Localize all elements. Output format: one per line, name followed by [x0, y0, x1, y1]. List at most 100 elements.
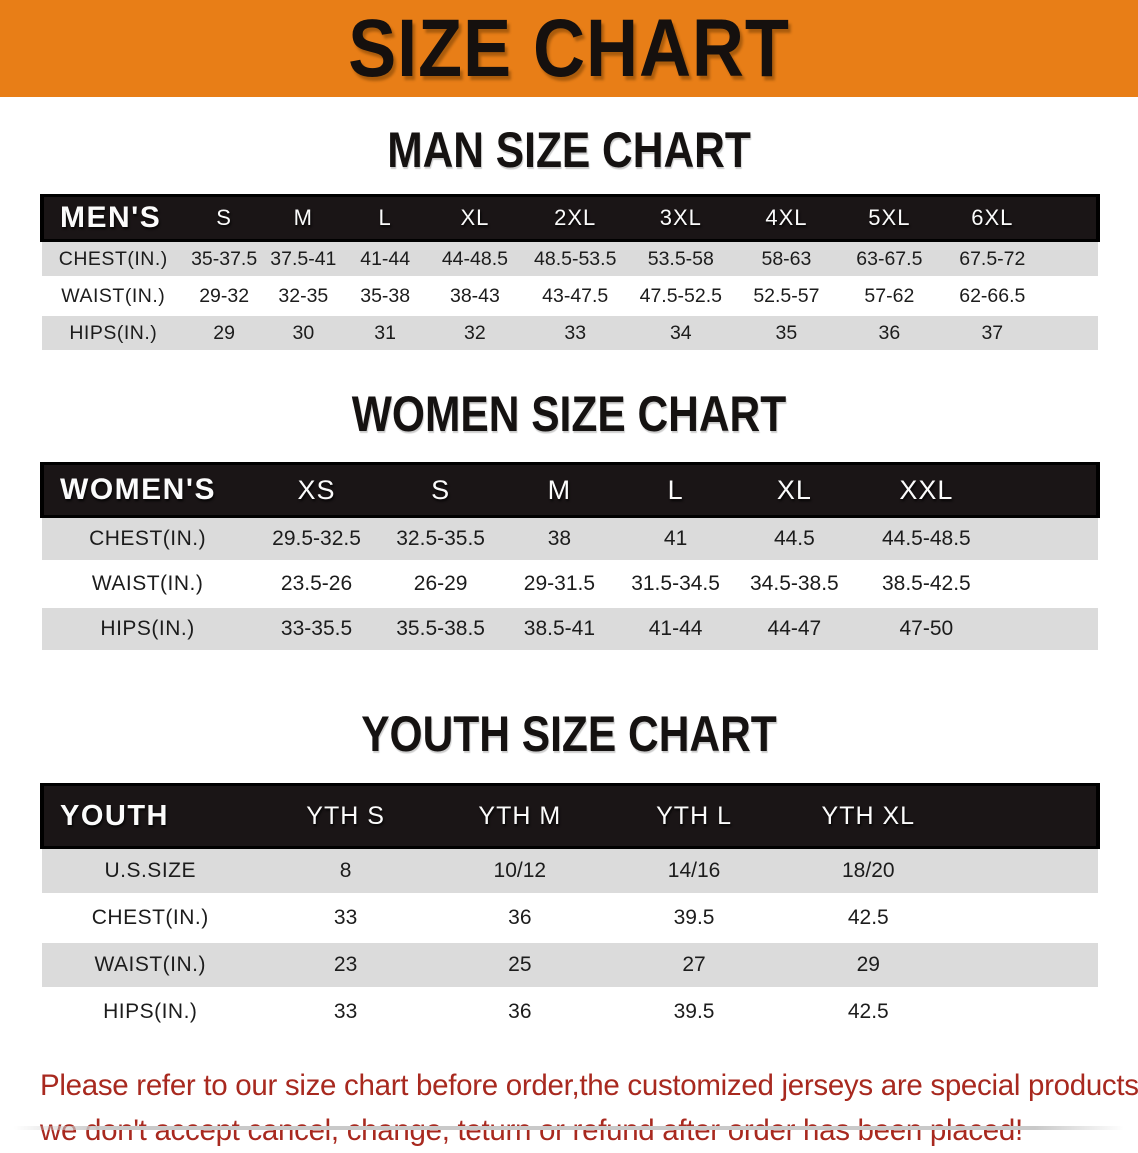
men-table-container: MEN'S S M L XL 2XL 3XL 4XL 5XL 6XL CHEST(IN.) 35-37… [0, 194, 1138, 353]
measurement-value: 41-44 [342, 240, 428, 279]
size-column-header: 5XL [839, 194, 940, 242]
measurement-value: 44-47 [733, 606, 856, 653]
measurement-label: WAIST(IN.) [42, 941, 259, 990]
measurement-value: 32 [427, 314, 523, 353]
size-column-header: XS [253, 462, 380, 518]
measurement-value: 53.5-58 [628, 240, 734, 279]
measurement-value: 33 [258, 988, 433, 1037]
measurement-value: 36 [839, 314, 940, 353]
size-column-header: M [501, 462, 618, 518]
table-header-row: MEN'S S M L XL 2XL 3XL 4XL 5XL 6XL [40, 194, 1100, 242]
measurement-value: 36 [432, 894, 607, 943]
measurement-value: 29 [184, 314, 264, 353]
measurement-value: 38 [501, 516, 618, 563]
size-column-header: XXL [855, 462, 998, 518]
size-column-header: 6XL [939, 194, 1046, 242]
youth-size-section: YOUTH SIZE CHART YOUTH YTH S YTH M YTH L YTH… [0, 708, 1138, 1037]
measurement-value: 43-47.5 [522, 277, 629, 316]
women-size-section: WOMEN SIZE CHART WOMEN'S XS S M L XL XXL CHEST(… [0, 388, 1138, 653]
size-column-header: M [263, 194, 343, 242]
row-spacer-cell [955, 847, 1098, 896]
measurement-value: 44-48.5 [427, 240, 523, 279]
measurement-label: WAIST(IN.) [42, 277, 185, 316]
measurement-value: 29.5-32.5 [253, 516, 380, 563]
measurement-value: 34 [628, 314, 734, 353]
measurement-value: 42.5 [781, 894, 956, 943]
measurement-value: 52.5-57 [733, 277, 840, 316]
table-row: CHEST(IN.) 35-37.5 37.5-41 41-44 44-48.5 48.5… [42, 240, 1098, 279]
table-row: WAIST(IN.) 29-32 32-35 35-38 38-43 43-47.5 47.… [42, 277, 1098, 316]
measurement-value: 27 [606, 941, 782, 990]
table-header-row: WOMEN'S XS S M L XL XXL [39, 462, 1101, 518]
measurement-value: 32.5-35.5 [379, 516, 502, 563]
banner-title: SIZE CHART [348, 3, 790, 94]
table-header-row: YOUTH YTH S YTH M YTH L YTH XL [39, 783, 1100, 849]
measurement-value: 35.5-38.5 [379, 606, 502, 653]
size-column-header: S [184, 194, 264, 242]
measurement-value: 31.5-34.5 [617, 561, 734, 608]
measurement-value: 30 [263, 314, 343, 353]
measurement-value: 10/12 [432, 847, 607, 896]
size-column-header: YTH XL [781, 783, 956, 849]
row-spacer-cell [997, 606, 1098, 653]
disclaimer-line-1: Please refer to our size chart before or… [40, 1069, 1138, 1102]
measurement-value: 38.5-42.5 [855, 561, 998, 608]
table-row: U.S.SIZE 8 10/12 14/16 18/20 [42, 847, 1098, 896]
header-spacer-cell [955, 783, 1100, 849]
measurement-value: 62-66.5 [939, 277, 1046, 316]
size-column-header: 2XL [522, 194, 629, 242]
measurement-label: HIPS(IN.) [42, 988, 259, 1037]
measurement-value: 42.5 [781, 988, 956, 1037]
measurement-value: 25 [432, 941, 607, 990]
table-header-label: MEN'S [40, 194, 185, 242]
measurement-value: 67.5-72 [939, 240, 1046, 279]
measurement-value: 32-35 [263, 277, 343, 316]
size-column-header: S [379, 462, 502, 518]
measurement-label: CHEST(IN.) [42, 894, 259, 943]
size-column-header: XL [427, 194, 523, 242]
measurement-value: 14/16 [606, 847, 782, 896]
header-spacer-cell [997, 462, 1101, 518]
size-column-header: L [342, 194, 428, 242]
table-row: WAIST(IN.) 23.5-26 26-29 29-31.5 31.5-34.5 34… [42, 561, 1098, 608]
measurement-label: HIPS(IN.) [42, 314, 185, 353]
measurement-value: 23.5-26 [253, 561, 380, 608]
measurement-value: 41-44 [617, 606, 734, 653]
measurement-label: U.S.SIZE [42, 847, 259, 896]
measurement-value: 33 [258, 894, 433, 943]
disclaimer: Please refer to our size chart before or… [40, 1063, 1138, 1153]
measurement-value: 57-62 [839, 277, 940, 316]
disclaimer-line-2: we don't accept cancel, change, teturn o… [40, 1114, 1023, 1147]
measurement-label: CHEST(IN.) [42, 516, 254, 563]
measurement-label: CHEST(IN.) [42, 240, 185, 279]
size-column-header: L [617, 462, 734, 518]
table-header-label: YOUTH [39, 783, 259, 849]
table-row: HIPS(IN.) 33 36 39.5 42.5 [42, 988, 1098, 1037]
row-spacer-cell [1045, 314, 1098, 353]
header-spacer-cell [1045, 194, 1100, 242]
table-row: WAIST(IN.) 23 25 27 29 [42, 941, 1098, 990]
size-chart-banner: SIZE CHART [0, 0, 1138, 97]
measurement-value: 29-31.5 [501, 561, 618, 608]
measurement-value: 33-35.5 [253, 606, 380, 653]
measurement-value: 58-63 [733, 240, 840, 279]
table-row: HIPS(IN.) 33-35.5 35.5-38.5 38.5-41 41-44 44-… [42, 606, 1098, 653]
measurement-value: 26-29 [379, 561, 502, 608]
measurement-value: 47-50 [855, 606, 998, 653]
measurement-value: 44.5 [733, 516, 856, 563]
measurement-value: 41 [617, 516, 734, 563]
row-spacer-cell [955, 894, 1098, 943]
measurement-value: 39.5 [606, 894, 782, 943]
measurement-value: 33 [522, 314, 629, 353]
row-spacer-cell [1045, 277, 1098, 316]
measurement-value: 29-32 [184, 277, 264, 316]
men-section-heading: MAN SIZE CHART [387, 122, 751, 178]
size-column-header: 4XL [733, 194, 840, 242]
table-row: CHEST(IN.) 29.5-32.5 32.5-35.5 38 41 44.5 44.5… [42, 516, 1098, 563]
measurement-value: 35-38 [342, 277, 428, 316]
size-column-header: 3XL [628, 194, 734, 242]
row-spacer-cell [997, 561, 1098, 608]
measurement-label: WAIST(IN.) [42, 561, 254, 608]
table-row: HIPS(IN.) 29 30 31 32 33 34 35 36 37 [42, 314, 1098, 353]
size-column-header: YTH S [258, 783, 433, 849]
